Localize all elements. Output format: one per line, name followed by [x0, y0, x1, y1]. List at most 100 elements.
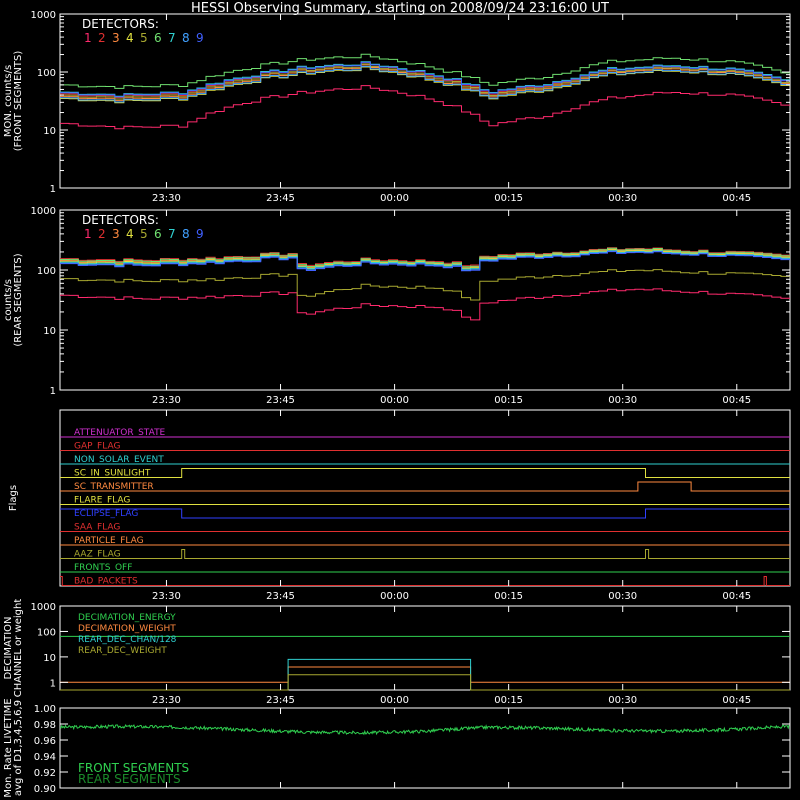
livetime-legend-entry: REAR SEGMENTS — [78, 772, 181, 786]
decimation-panel-xtick-label: 23:45 — [266, 695, 295, 706]
flags-panel-frame — [59, 409, 791, 587]
livetime-panel-ytick-label: 0.92 — [34, 768, 56, 779]
flag-line-aaz-flag — [60, 549, 790, 559]
decimation-series-2 — [60, 666, 790, 683]
rear-panel-legend-entry: 7 — [168, 227, 176, 241]
flag-label-particle-flag: PARTICLE_FLAG — [74, 536, 144, 546]
flags-panel-ylabel: Flags — [8, 485, 19, 511]
front-panel-detector-1-series — [60, 85, 790, 130]
flag-label-gap-flag: GAP_FLAG — [74, 442, 120, 452]
front-panel-detector-6-series — [60, 53, 790, 89]
rear-panel-legend-entry: 6 — [154, 227, 162, 241]
front-panel-legend-entry: 4 — [126, 31, 134, 45]
decimation-legend-entry: DECIMATION_WEIGHT — [78, 624, 176, 634]
flags-panel-xtick-label: 00:30 — [608, 591, 637, 602]
rear-panel-detector-7-series — [60, 250, 790, 270]
decimation-series-4 — [60, 674, 790, 691]
livetime-panel-ylabel: Mon. Rate LIVETIME — [3, 698, 14, 797]
chart-title: HESSI Observing Summary, starting on 200… — [191, 1, 609, 16]
front-panel-legend-entry: 8 — [182, 31, 190, 45]
rear-panel-legend-entry: 5 — [140, 227, 148, 241]
rear-panel-xtick-label: 00:45 — [722, 395, 751, 406]
flag-label-eclipse-flag: ECLIPSE_FLAG — [74, 509, 138, 519]
decimation-panel-xtick-label: 00:45 — [722, 695, 751, 706]
flags-panel-xtick-label: 23:30 — [152, 591, 181, 602]
decimation-panel-ytick-label: 100 — [37, 627, 56, 638]
flags-panel-xtick-label: 23:45 — [266, 591, 295, 602]
livetime-panel-ytick-label: 0.90 — [34, 784, 56, 795]
flag-line-sc-transmitter — [60, 481, 790, 492]
front-panel-legend-entry: 6 — [154, 31, 162, 45]
rear-panel-xtick-label: 23:45 — [266, 395, 295, 406]
decimation-panel-xtick-label: 23:30 — [152, 695, 181, 706]
flag-label-saa-flag: SAA_FLAG — [74, 523, 120, 533]
rear-panel-xtick-label: 23:30 — [152, 395, 181, 406]
livetime-panel-ytick-label: 0.98 — [34, 720, 56, 731]
decimation-panel-ylabel: CHANNEL or weight — [13, 599, 24, 698]
decimation-panel-xtick-label: 00:30 — [608, 695, 637, 706]
decimation-legend-entry: REAR_DEC_CHAN/128 — [78, 635, 177, 645]
flags-panel-xtick-label: 00:45 — [722, 591, 751, 602]
decimation-panel-xtick-label: 00:00 — [380, 695, 409, 706]
front-panel-detector-7-series — [60, 61, 790, 97]
livetime-front-series — [59, 723, 790, 736]
livetime-panel-frame — [59, 707, 791, 789]
front-panel-ylabel: MON. counts/s — [3, 65, 14, 137]
rear-panel-legend-entry: 2 — [98, 227, 106, 241]
rear-panel-ytick-label: 10 — [43, 326, 56, 337]
livetime-panel-ytick-label: 1.00 — [34, 704, 56, 715]
front-panel-ylabel: (FRONT SEGMENTS) — [13, 51, 24, 152]
decimation-panel-ytick-label: 10 — [43, 653, 56, 664]
front-panel-legend-entry: 2 — [98, 31, 106, 45]
decimation-panel-xtick-label: 00:15 — [494, 695, 523, 706]
rear-panel-ylabel: counts/s — [3, 279, 14, 321]
livetime-panel-ytick-label: 0.94 — [34, 752, 56, 763]
rear-panel-detector-2-series — [60, 247, 790, 267]
front-panel-ytick-label: 100 — [37, 68, 56, 79]
flag-label-sc-in-sunlight: SC_IN_SUNLIGHT — [74, 469, 151, 479]
flag-label-bad-packets: BAD_PACKETS — [74, 577, 138, 587]
flag-label-fronts-off: FRONTS_OFF — [74, 563, 132, 573]
flag-line-sc-in-sunlight — [60, 468, 790, 478]
front-panel-xtick-label: 23:45 — [266, 193, 295, 204]
rear-panel-ytick-label: 1 — [50, 386, 56, 397]
flag-label-sc-transmitter: SC_TRANSMITTER — [74, 482, 154, 492]
front-panel-xtick-label: 00:30 — [608, 193, 637, 204]
flag-label-aaz-flag: AAZ_FLAG — [74, 550, 121, 560]
rear-panel-xtick-label: 00:15 — [494, 395, 523, 406]
decimation-panel-ytick-label: 1000 — [31, 602, 56, 613]
flag-label-attenuator-state: ATTENUATOR_STATE — [74, 428, 166, 438]
decimation-panel-frame — [59, 605, 791, 691]
rear-panel-detector-1-series — [60, 288, 790, 321]
rear-panel-legend-entry: 9 — [196, 227, 204, 241]
front-panel-legend-title: DETECTORS: — [82, 17, 159, 31]
decimation-panel-ytick-label: 1 — [50, 678, 56, 689]
flags-panel-xtick-label: 00:15 — [494, 591, 523, 602]
livetime-panel-ylabel: avg of D1,3,4,5,6,9 — [13, 700, 24, 796]
rear-panel-xtick-label: 00:00 — [380, 395, 409, 406]
front-panel-xtick-label: 00:15 — [494, 193, 523, 204]
front-panel-detector-9-series — [60, 61, 790, 98]
rear-panel-ytick-label: 1000 — [31, 206, 56, 217]
rear-panel-ytick-label: 100 — [37, 266, 56, 277]
front-panel-frame — [59, 13, 791, 189]
livetime-panel-ytick-label: 0.96 — [34, 736, 56, 747]
front-panel-legend-entry: 1 — [84, 31, 92, 45]
front-panel-xtick-label: 00:00 — [380, 193, 409, 204]
rear-panel-frame — [59, 209, 791, 391]
front-panel-xtick-label: 23:30 — [152, 193, 181, 204]
rear-panel-detector-9-series — [60, 251, 790, 272]
rear-panel-legend-entry: 1 — [84, 227, 92, 241]
decimation-panel-ylabel: DECIMATION — [3, 616, 14, 679]
rear-panel-legend-entry: 3 — [112, 227, 120, 241]
rear-panel-legend-entry: 8 — [182, 227, 190, 241]
flag-line-bad-packets — [60, 576, 790, 586]
front-panel-legend-entry: 9 — [196, 31, 204, 45]
front-panel-ytick-label: 10 — [43, 126, 56, 137]
rear-panel-ylabel: (REAR SEGMENTS) — [13, 253, 24, 346]
front-panel-xtick-label: 00:45 — [722, 193, 751, 204]
rear-panel-detector-5-series — [60, 269, 790, 301]
front-panel-legend-entry: 7 — [168, 31, 176, 45]
livetime-legend-entry: FRONT SEGMENTS — [78, 761, 189, 775]
